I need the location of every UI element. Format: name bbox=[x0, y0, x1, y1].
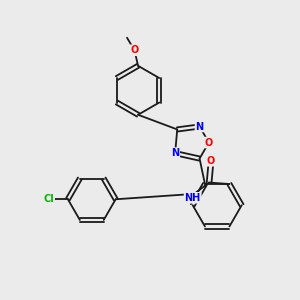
Text: O: O bbox=[206, 156, 215, 166]
Text: O: O bbox=[205, 137, 213, 148]
Text: N: N bbox=[171, 148, 179, 158]
Text: NH: NH bbox=[184, 193, 201, 203]
Text: Cl: Cl bbox=[44, 194, 54, 204]
Text: O: O bbox=[130, 45, 139, 55]
Text: N: N bbox=[196, 122, 204, 131]
